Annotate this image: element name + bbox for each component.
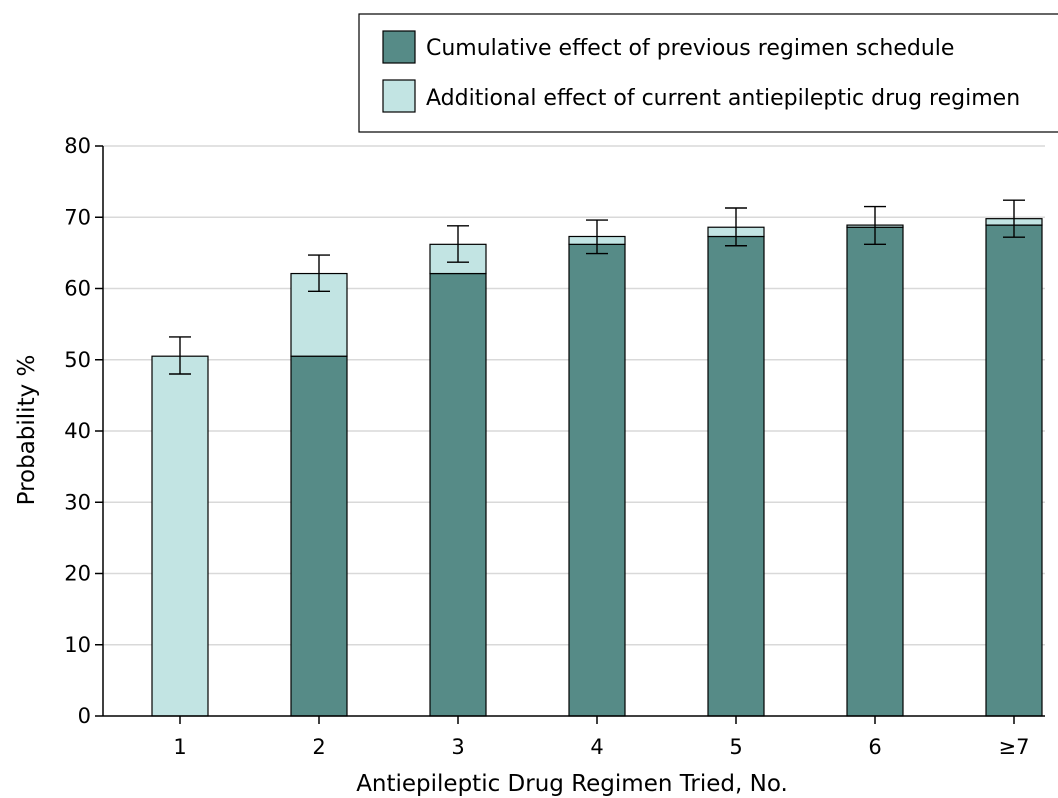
y-tick-label: 10 [64,633,91,657]
bar-segment-cumulative [846,226,904,717]
legend-label-cumulative: Cumulative effect of previous regimen sc… [426,36,954,61]
bar-segment-cumulative [568,243,626,717]
axes [95,145,1045,724]
x-axis-title: Antiepileptic Drug Regimen Tried, No. [356,771,788,797]
y-tick-label: 30 [64,490,91,514]
x-tick-label: 1 [173,735,186,759]
x-tick-label: 4 [590,735,603,759]
bar-segment-cumulative [429,272,487,717]
bar-segment-cumulative [290,355,348,717]
bar-segment-cumulative [985,224,1043,717]
x-tick-label: 3 [451,735,464,759]
x-tick-label: 6 [868,735,881,759]
y-axis-title: Probability % [14,355,40,506]
x-tick-label: ≥7 [999,735,1030,759]
y-tick-label: 60 [64,277,91,301]
legend-swatch-additional [382,79,416,113]
y-tick-label: 0 [78,704,91,728]
x-tick-label: 2 [312,735,325,759]
y-tick-label: 20 [64,562,91,586]
y-tick-label: 70 [64,205,91,229]
y-tick-label: 80 [64,134,91,158]
legend: Cumulative effect of previous regimen sc… [358,13,1058,133]
legend-box [358,13,1058,133]
y-tick-label: 40 [64,419,91,443]
legend-label-additional: Additional effect of current antiepilept… [426,86,1020,111]
bar-segment-additional [151,355,209,717]
tick-labels: 0 10 20 30 40 50 60 70 80 1 2 3 4 5 6 ≥7 [64,134,1029,759]
bar-segment-cumulative [707,235,765,717]
error-bars [169,199,1025,375]
y-tick-label: 50 [64,348,91,372]
legend-swatch-cumulative [382,30,416,64]
x-tick-label: 5 [729,735,742,759]
bars [151,218,1043,717]
